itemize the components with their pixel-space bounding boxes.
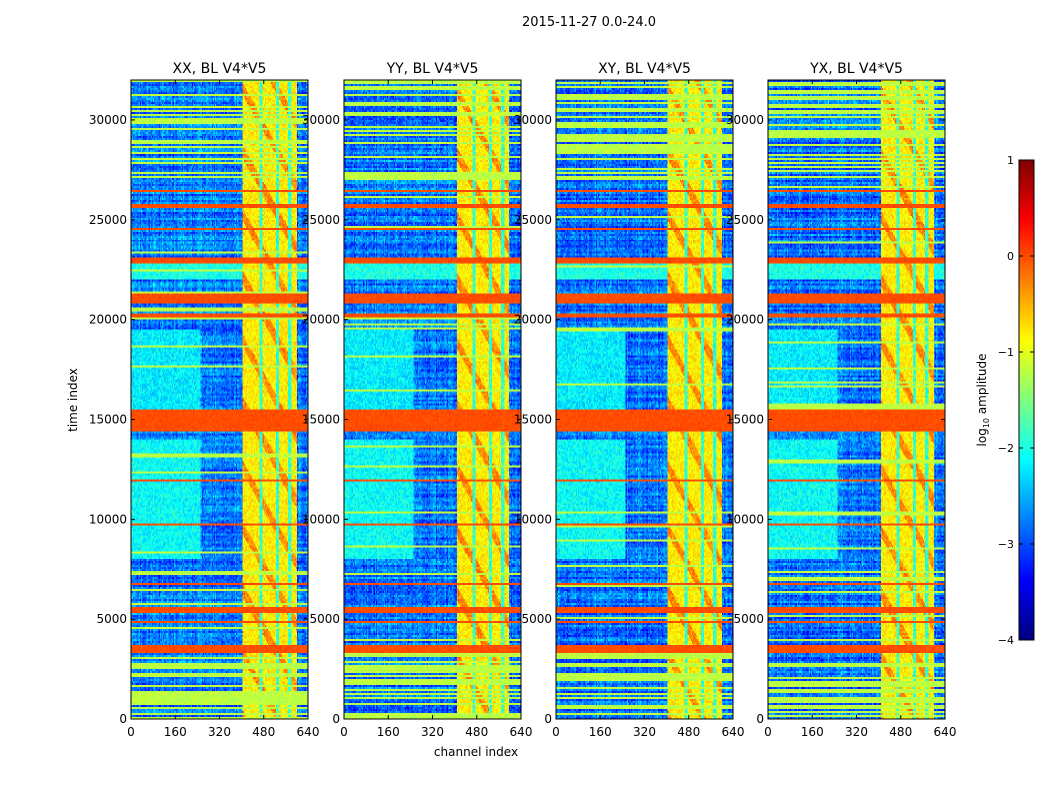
x-tick-label: 320 bbox=[208, 725, 231, 739]
x-axis-label: channel index bbox=[434, 745, 518, 759]
panel-frame bbox=[343, 79, 522, 720]
x-tick-label: 640 bbox=[934, 725, 957, 739]
colorbar-label: log10 amplitude bbox=[975, 354, 991, 447]
y-tick-label: 20000 bbox=[302, 313, 340, 327]
y-tick-label: 15000 bbox=[89, 412, 127, 426]
colorbar-frame bbox=[1018, 159, 1035, 641]
x-tick-label: 160 bbox=[164, 725, 187, 739]
y-tick-label: 20000 bbox=[89, 313, 127, 327]
heatmap-yy bbox=[344, 80, 521, 719]
x-tick-label: 160 bbox=[377, 725, 400, 739]
y-tick-label: 5000 bbox=[733, 612, 764, 626]
colorbar-tick-label: −3 bbox=[998, 538, 1014, 551]
y-tick-label: 30000 bbox=[726, 113, 764, 127]
x-tick-label: 0 bbox=[552, 725, 560, 739]
panel-title: XX, BL V4*V5 bbox=[173, 61, 267, 77]
x-tick-label: 480 bbox=[465, 725, 488, 739]
heatmap-xx bbox=[131, 80, 308, 719]
x-tick-label: 160 bbox=[801, 725, 824, 739]
panel-frame bbox=[555, 79, 734, 720]
y-tick-label: 0 bbox=[544, 712, 552, 726]
x-tick-label: 0 bbox=[340, 725, 348, 739]
y-tick-label: 5000 bbox=[309, 612, 340, 626]
x-tick-label: 0 bbox=[127, 725, 135, 739]
colorbar-tick-label: 0 bbox=[1007, 250, 1014, 263]
colorbar bbox=[1019, 160, 1034, 640]
y-tick-label: 30000 bbox=[514, 113, 552, 127]
y-tick-label: 15000 bbox=[726, 412, 764, 426]
x-tick-label: 640 bbox=[510, 725, 533, 739]
x-tick-label: 320 bbox=[633, 725, 656, 739]
colorbar-tick-label: −1 bbox=[998, 346, 1014, 359]
x-tick-label: 320 bbox=[845, 725, 868, 739]
y-tick-label: 0 bbox=[332, 712, 340, 726]
panel-title: YX, BL V4*V5 bbox=[809, 61, 903, 77]
y-axis-label: time index bbox=[66, 368, 80, 432]
y-tick-label: 25000 bbox=[89, 213, 127, 227]
y-tick-label: 20000 bbox=[726, 313, 764, 327]
panel-frame bbox=[130, 79, 309, 720]
x-tick-label: 640 bbox=[297, 725, 320, 739]
y-tick-label: 25000 bbox=[302, 213, 340, 227]
colorbar-tick-label: 1 bbox=[1007, 154, 1014, 167]
y-tick-label: 15000 bbox=[302, 412, 340, 426]
colorbar-tick-label: −4 bbox=[998, 634, 1014, 647]
y-tick-label: 30000 bbox=[89, 113, 127, 127]
panel-frame bbox=[767, 79, 946, 720]
y-tick-label: 5000 bbox=[521, 612, 552, 626]
x-tick-label: 320 bbox=[421, 725, 444, 739]
panel-title: YY, BL V4*V5 bbox=[386, 61, 479, 77]
x-tick-label: 480 bbox=[252, 725, 275, 739]
y-tick-label: 10000 bbox=[89, 512, 127, 526]
colorbar-tick-label: −2 bbox=[998, 442, 1014, 455]
x-tick-label: 0 bbox=[764, 725, 772, 739]
panel-title: XY, BL V4*V5 bbox=[598, 61, 691, 77]
y-tick-label: 10000 bbox=[726, 512, 764, 526]
x-tick-label: 480 bbox=[677, 725, 700, 739]
y-tick-label: 15000 bbox=[514, 412, 552, 426]
y-tick-label: 0 bbox=[756, 712, 764, 726]
x-tick-label: 160 bbox=[589, 725, 612, 739]
y-tick-label: 5000 bbox=[96, 612, 127, 626]
x-tick-label: 640 bbox=[722, 725, 745, 739]
x-tick-label: 480 bbox=[889, 725, 912, 739]
y-tick-label: 0 bbox=[119, 712, 127, 726]
heatmap-yx bbox=[768, 80, 945, 719]
figure-title: 2015-11-27 0.0-24.0 bbox=[522, 15, 656, 30]
y-tick-label: 25000 bbox=[514, 213, 552, 227]
y-tick-label: 20000 bbox=[514, 313, 552, 327]
y-tick-label: 30000 bbox=[302, 113, 340, 127]
heatmap-xy bbox=[556, 80, 733, 719]
y-tick-label: 25000 bbox=[726, 213, 764, 227]
y-tick-label: 10000 bbox=[514, 512, 552, 526]
y-tick-label: 10000 bbox=[302, 512, 340, 526]
